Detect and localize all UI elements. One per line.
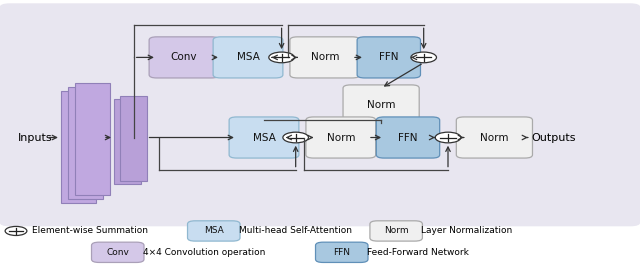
Circle shape	[269, 52, 294, 63]
FancyBboxPatch shape	[213, 37, 283, 78]
Circle shape	[435, 132, 461, 143]
Text: Feed-Forward Network: Feed-Forward Network	[367, 248, 468, 257]
FancyBboxPatch shape	[188, 221, 240, 241]
Text: FFN: FFN	[398, 132, 418, 143]
FancyBboxPatch shape	[114, 99, 141, 184]
Text: Norm: Norm	[480, 132, 509, 143]
Text: MSA: MSA	[237, 52, 259, 62]
Text: Outputs: Outputs	[531, 132, 576, 143]
FancyBboxPatch shape	[370, 221, 422, 241]
Text: Element-wise Summation: Element-wise Summation	[32, 226, 148, 235]
FancyBboxPatch shape	[75, 83, 110, 195]
FancyBboxPatch shape	[316, 242, 368, 262]
Text: Multi-head Self-Attention: Multi-head Self-Attention	[239, 226, 352, 235]
FancyBboxPatch shape	[149, 37, 219, 78]
Text: Inputs: Inputs	[18, 132, 52, 143]
Text: Conv: Conv	[171, 52, 197, 62]
Circle shape	[283, 132, 308, 143]
FancyBboxPatch shape	[0, 4, 640, 226]
Text: 4×4 Convolution operation: 4×4 Convolution operation	[143, 248, 265, 257]
Text: FFN: FFN	[379, 52, 399, 62]
Text: Norm: Norm	[326, 132, 355, 143]
FancyBboxPatch shape	[376, 117, 440, 158]
Text: MSA: MSA	[253, 132, 275, 143]
Text: FFN: FFN	[333, 248, 350, 257]
FancyBboxPatch shape	[343, 85, 419, 126]
FancyBboxPatch shape	[68, 87, 103, 199]
FancyBboxPatch shape	[229, 117, 299, 158]
FancyBboxPatch shape	[61, 91, 96, 203]
Text: Norm: Norm	[367, 100, 396, 111]
FancyBboxPatch shape	[306, 117, 376, 158]
Text: Conv: Conv	[106, 248, 129, 257]
Circle shape	[5, 226, 27, 235]
FancyBboxPatch shape	[92, 242, 144, 262]
Text: MSA: MSA	[204, 226, 223, 235]
FancyBboxPatch shape	[456, 117, 532, 158]
Text: Norm: Norm	[310, 52, 339, 62]
Circle shape	[411, 52, 436, 63]
FancyBboxPatch shape	[120, 96, 147, 181]
Text: Layer Normalization: Layer Normalization	[421, 226, 513, 235]
FancyBboxPatch shape	[290, 37, 360, 78]
FancyBboxPatch shape	[357, 37, 420, 78]
Text: Norm: Norm	[384, 226, 408, 235]
